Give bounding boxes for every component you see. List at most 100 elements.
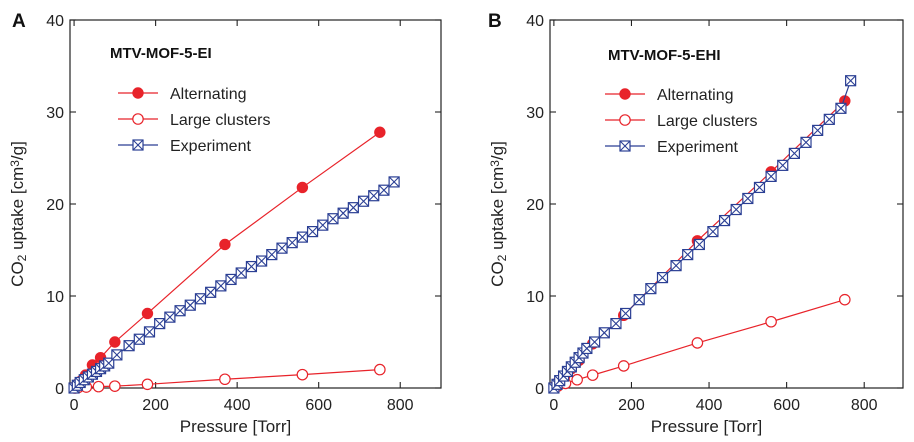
- data-point-boxed-x: [266, 249, 278, 261]
- data-point-open-circle: [374, 363, 386, 376]
- y-tick-label: 40: [46, 13, 64, 30]
- data-point-boxed-x: [835, 102, 847, 114]
- data-point-boxed-x: [388, 176, 400, 188]
- series-line-filled-circle: [74, 131, 381, 388]
- data-point-open-circle: [109, 380, 121, 392]
- data-point-boxed-x: [184, 299, 196, 311]
- data-point-filled-circle: [109, 336, 121, 348]
- data-point-open-circle: [219, 373, 231, 386]
- legend-label: Alternating: [170, 86, 247, 103]
- data-point-boxed-x: [620, 307, 632, 320]
- x-tick-label: 800: [851, 397, 878, 414]
- data-point-boxed-x: [598, 327, 610, 339]
- data-point-boxed-x: [357, 195, 370, 207]
- data-point-boxed-x: [693, 238, 705, 251]
- legend-label: Large clusters: [170, 112, 271, 129]
- legend-marker-boxed-x: [619, 140, 631, 152]
- data-point-boxed-x: [245, 260, 258, 273]
- panel-a: 0 200 400 600 800 0 10 20 30 40 Pressure [Torr] CO2…: [8, 11, 442, 436]
- data-point-open-circle: [839, 293, 851, 306]
- y-tick-label: 40: [526, 13, 544, 30]
- legend-marker-open-circle: [619, 114, 631, 126]
- data-point-boxed-x: [205, 286, 217, 298]
- y-tick-label: 0: [535, 381, 544, 398]
- legend-label: Experiment: [657, 139, 738, 156]
- x-tick-label: 600: [305, 397, 332, 414]
- data-point-boxed-x: [123, 340, 135, 352]
- data-point-boxed-x: [707, 226, 719, 238]
- legend-marker-filled-circle: [619, 88, 631, 100]
- data-point-boxed-x: [317, 219, 329, 231]
- y-axis-title: CO2 uptake [cm3/g]: [488, 141, 509, 287]
- y-tick-label: 30: [46, 105, 64, 122]
- x-tick-label: 400: [224, 397, 251, 414]
- y-tick-label: 30: [526, 105, 544, 122]
- legend-label: Large clusters: [657, 113, 758, 130]
- legend-marker-open-circle: [132, 113, 144, 125]
- y-tick-label: 20: [526, 197, 544, 214]
- data-point-boxed-x: [777, 159, 789, 171]
- data-point-boxed-x: [235, 267, 247, 279]
- data-point-boxed-x: [823, 113, 835, 125]
- data-point-filled-circle: [141, 307, 154, 320]
- data-point-boxed-x: [800, 136, 812, 148]
- data-point-filled-circle: [296, 181, 309, 194]
- y-tick-label: 10: [526, 289, 544, 306]
- data-point-boxed-x: [589, 336, 601, 348]
- data-point-boxed-x: [164, 311, 176, 323]
- x-tick-label: 0: [70, 397, 79, 414]
- data-point-boxed-x: [682, 249, 694, 261]
- legend-marker-filled-circle: [132, 87, 144, 99]
- x-tick-label: 600: [773, 397, 800, 414]
- data-point-boxed-x: [788, 147, 800, 159]
- data-point-open-circle: [296, 368, 309, 381]
- data-point-boxed-x: [111, 349, 123, 361]
- data-point-boxed-x: [276, 242, 288, 254]
- data-point-boxed-x: [154, 318, 166, 330]
- data-point-boxed-x: [337, 207, 349, 219]
- chart-title: MTV-MOF-5-EI: [110, 45, 212, 62]
- legend-label: Alternating: [657, 87, 734, 104]
- legend-label: Experiment: [170, 138, 251, 155]
- data-point-boxed-x: [845, 75, 857, 87]
- data-point-boxed-x: [194, 293, 207, 305]
- x-axis-title: Pressure [Torr]: [651, 417, 762, 436]
- data-point-boxed-x: [133, 333, 145, 345]
- panel-b: 0 200 400 600 800 0 10 20 30 40 Pressure [Torr] CO2…: [488, 11, 904, 436]
- data-point-boxed-x: [286, 237, 298, 249]
- data-point-boxed-x: [225, 273, 237, 286]
- x-tick-label: 200: [142, 397, 169, 414]
- legend-marker-boxed-x: [132, 139, 144, 151]
- y-tick-label: 20: [46, 197, 64, 214]
- data-point-boxed-x: [143, 326, 156, 338]
- data-point-boxed-x: [656, 272, 669, 284]
- data-point-boxed-x: [296, 231, 308, 243]
- data-point-boxed-x: [327, 213, 339, 225]
- data-point-boxed-x: [610, 318, 622, 330]
- data-point-open-circle: [92, 380, 105, 393]
- data-point-boxed-x: [368, 190, 380, 202]
- data-point-boxed-x: [256, 255, 268, 267]
- data-point-boxed-x: [765, 170, 777, 182]
- x-tick-label: 400: [696, 397, 723, 414]
- data-point-open-circle: [691, 337, 704, 349]
- data-point-boxed-x: [742, 192, 754, 205]
- data-point-boxed-x: [670, 260, 682, 272]
- data-point-filled-circle: [219, 238, 231, 251]
- data-point-open-circle: [765, 315, 777, 328]
- chart-title: MTV-MOF-5-EHI: [608, 47, 721, 64]
- y-tick-label: 0: [55, 381, 64, 398]
- data-point-boxed-x: [306, 226, 319, 238]
- data-point-open-circle: [571, 373, 583, 386]
- x-axis-title: Pressure [Torr]: [180, 417, 291, 436]
- x-tick-label: 0: [549, 397, 558, 414]
- data-point-open-circle: [586, 369, 599, 381]
- data-point-boxed-x: [174, 305, 186, 317]
- data-point-boxed-x: [812, 124, 824, 137]
- panel-letter: B: [488, 11, 502, 32]
- data-point-boxed-x: [718, 214, 731, 227]
- data-point-open-circle: [617, 360, 630, 372]
- data-point-boxed-x: [730, 203, 742, 216]
- y-tick-label: 10: [46, 289, 64, 306]
